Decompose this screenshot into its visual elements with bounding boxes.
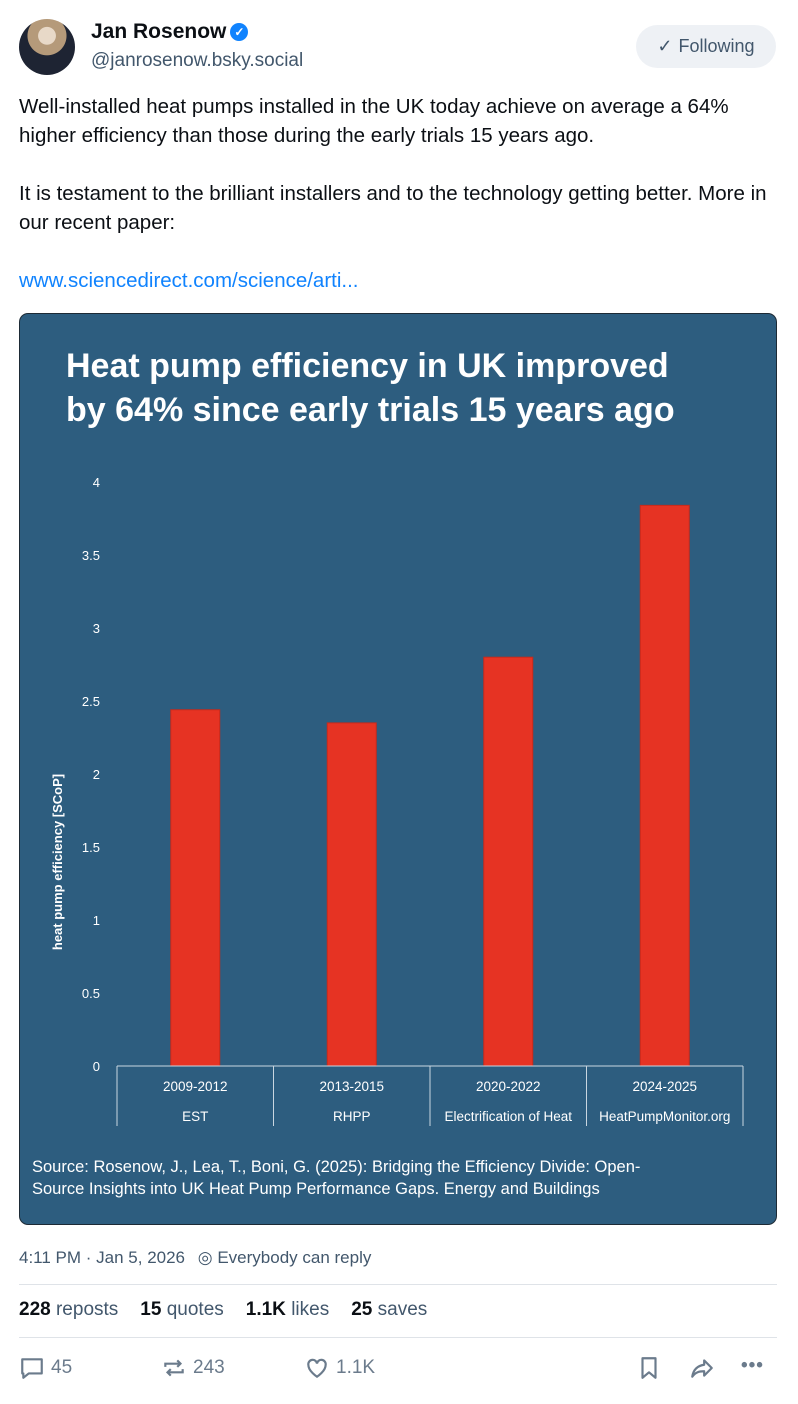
x-subcategory-label: HeatPumpMonitor.org [599, 1109, 730, 1124]
y-tick-label: 1 [93, 913, 100, 928]
post-link[interactable]: www.sciencedirect.com/science/arti... [19, 269, 359, 292]
chart-title-line: Heat pump efficiency in UK improved [66, 347, 669, 385]
bookmark-icon [641, 1357, 657, 1379]
ellipsis-icon: ••• [741, 1355, 764, 1376]
stat-likes[interactable]: 1.1K likes [245, 1299, 330, 1320]
repost-button[interactable]: 243 [161, 1355, 225, 1381]
y-tick-label: 0 [93, 1059, 100, 1074]
reply-count: 45 [51, 1357, 73, 1378]
y-tick-label: 2.5 [82, 694, 100, 709]
bar-chart: Heat pump efficiency in UK improved by 6… [32, 347, 744, 1198]
y-tick-label: 2 [93, 767, 100, 782]
share-icon [691, 1359, 713, 1378]
x-category-label: 2013-2015 [319, 1079, 384, 1094]
x-subcategory-label: RHPP [333, 1109, 371, 1124]
bar [639, 504, 690, 1067]
post-paragraph: Well-installed heat pumps installed in t… [19, 95, 729, 147]
share-button[interactable] [688, 1355, 716, 1381]
stat-quotes[interactable]: 15 quotes [140, 1299, 224, 1320]
globe-icon: ◎ [197, 1248, 213, 1267]
x-category-label: 2024-2025 [632, 1079, 697, 1094]
divider [19, 1284, 777, 1285]
author-handle[interactable]: @janrosenow.bsky.social [91, 50, 304, 71]
post-stats: 228 reposts 15 quotes 1.1K likes 25 save… [19, 1299, 427, 1321]
like-button[interactable]: 1.1K [304, 1355, 375, 1381]
avatar[interactable] [19, 19, 75, 75]
divider [19, 1337, 777, 1338]
author-name[interactable]: Jan Rosenow ✓ [91, 20, 249, 44]
y-tick-label: 3.5 [82, 548, 100, 563]
heart-icon [307, 1358, 327, 1378]
stat-saves[interactable]: 25 saves [351, 1299, 428, 1320]
bar [483, 656, 534, 1067]
verified-icon: ✓ [230, 23, 249, 41]
y-tick-label: 0.5 [82, 986, 100, 1001]
timestamp[interactable]: 4:11 PM · Jan 5, 2026 [19, 1248, 186, 1267]
post-text: Well-installed heat pumps installed in t… [19, 92, 779, 295]
x-subcategory-label: Electrification of Heat [444, 1109, 572, 1124]
chart-source-line: Source: Rosenow, J., Lea, T., Boni, G. (… [32, 1158, 640, 1176]
post-paragraph: It is testament to the brilliant install… [19, 182, 767, 234]
x-category-label: 2009-2012 [163, 1079, 228, 1094]
y-tick-label: 1.5 [82, 840, 100, 855]
repost-count: 243 [193, 1357, 225, 1378]
reply-icon [21, 1358, 43, 1379]
post-meta: 4:11 PM · Jan 5, 2026 ◎ Everybody can re… [19, 1248, 371, 1268]
y-tick-label: 3 [93, 621, 100, 636]
bar [170, 709, 221, 1067]
author-name-text: Jan Rosenow [91, 20, 227, 43]
repost-icon [164, 1359, 184, 1377]
following-button[interactable]: ✓ Following [636, 25, 776, 68]
chart-image[interactable]: Heat pump efficiency in UK improved by 6… [20, 314, 776, 1224]
more-options-button[interactable]: ••• [741, 1355, 764, 1377]
stat-reposts[interactable]: 228 reposts [19, 1299, 119, 1320]
reply-setting: Everybody can reply [217, 1248, 372, 1267]
reply-button[interactable]: 45 [19, 1355, 72, 1381]
y-axis-label: heat pump efficiency [SCoP] [50, 774, 65, 950]
x-subcategory-label: EST [182, 1109, 208, 1124]
y-tick-label: 4 [93, 475, 100, 490]
chart-title-line: by 64% since early trials 15 years ago [66, 391, 675, 429]
check-icon: ✓ [657, 36, 673, 56]
following-label: Following [678, 36, 755, 56]
bookmark-button[interactable] [636, 1355, 662, 1381]
chart-source-line: Source Insights into UK Heat Pump Perfor… [32, 1180, 600, 1198]
bar [326, 722, 377, 1067]
like-count: 1.1K [336, 1357, 376, 1378]
x-category-label: 2020-2022 [476, 1079, 541, 1094]
